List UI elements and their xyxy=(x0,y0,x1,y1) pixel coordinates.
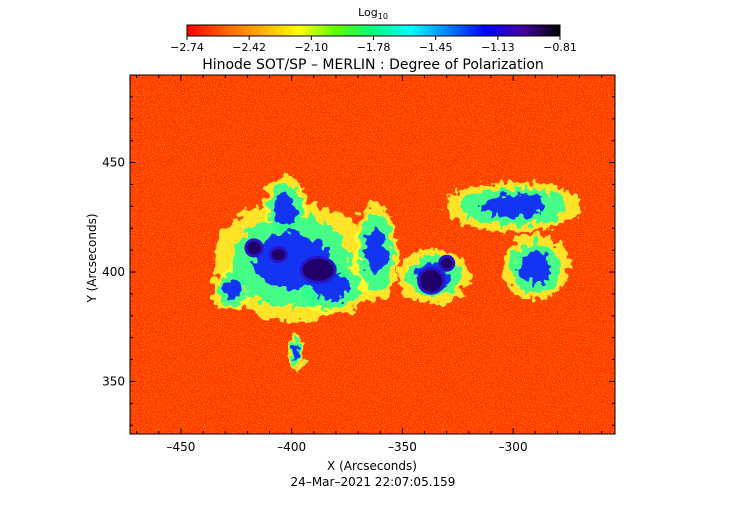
colorbar-tick-label: −1.45 xyxy=(419,41,453,54)
pore xyxy=(271,249,286,260)
y-tick-label: 400 xyxy=(102,265,125,279)
plage-strong-field xyxy=(292,343,301,363)
plage-strong-field xyxy=(222,279,242,301)
colorbar-tick-label: −1.13 xyxy=(481,41,515,54)
chart-title: Hinode SOT/SP – MERLIN : Degree of Polar… xyxy=(202,57,544,73)
pore xyxy=(247,241,261,255)
plot-area xyxy=(130,75,615,434)
colorbar-tick-label: −2.10 xyxy=(294,41,328,54)
plot-frame xyxy=(129,74,616,435)
y-tick-label: 350 xyxy=(102,374,125,388)
y-axis-title: Y (Arcseconds) xyxy=(85,213,99,303)
plage-strong-field xyxy=(479,194,547,219)
colorbar-tick-label: −0.81 xyxy=(543,41,577,54)
plage-strong-field xyxy=(274,192,296,225)
x-tick-label: –450 xyxy=(166,440,195,454)
timestamp: 24–Mar–2021 22:07:05.159 xyxy=(291,475,456,489)
sunspot xyxy=(420,269,443,292)
sunspot xyxy=(302,258,334,281)
colorbar-title: Log10 xyxy=(358,6,388,21)
sunspot xyxy=(441,257,453,269)
colorbar: Log10 −2.74 −2.42 −2.10 −1.78 −1.45 −1.13 −0.8… xyxy=(170,6,577,54)
y-tick-label: 450 xyxy=(102,156,125,170)
plage-strong-field xyxy=(365,228,387,276)
colorbar-gradient xyxy=(186,24,561,37)
plage-strong-field xyxy=(519,251,552,284)
x-axis-ticks: –450 –400 –350 –300 xyxy=(136,75,603,454)
x-tick-label: –400 xyxy=(277,440,306,454)
x-tick-label: –300 xyxy=(499,440,528,454)
colorbar-tick-label: −2.74 xyxy=(170,41,204,54)
x-axis-title: X (Arcseconds) xyxy=(327,459,417,473)
colorbar-tick-label: −2.42 xyxy=(232,41,266,54)
y-axis-ticks: 350 400 450 xyxy=(102,74,615,426)
colorbar-tick-label: −1.78 xyxy=(357,41,391,54)
x-tick-label: –350 xyxy=(388,440,417,454)
magnetic-features xyxy=(212,175,583,373)
colorbar-ticks: −2.74 −2.42 −2.10 −1.78 −1.45 −1.13 −0.81 xyxy=(170,36,577,54)
